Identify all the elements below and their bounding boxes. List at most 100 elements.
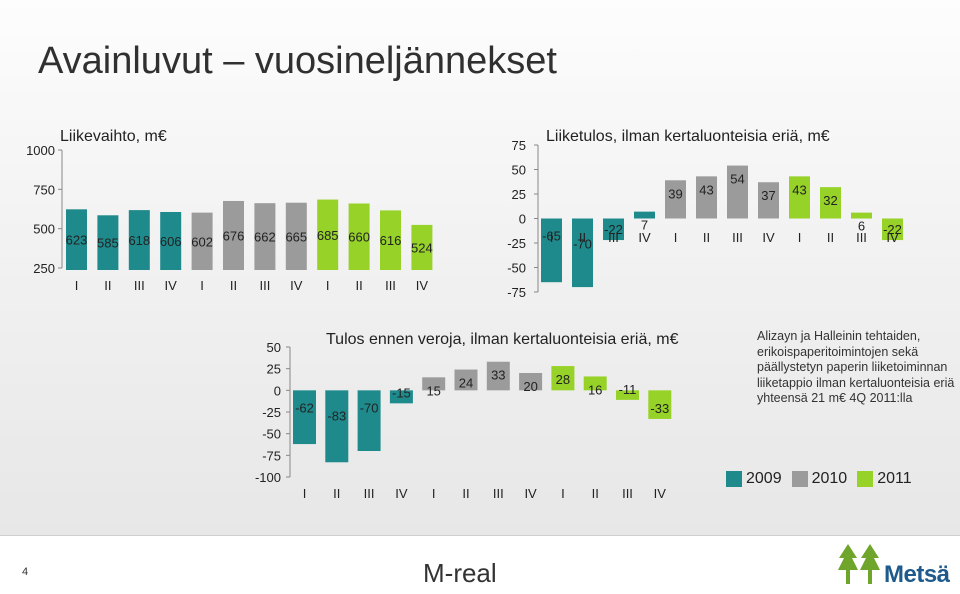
bar-value-label: -62	[295, 400, 314, 415]
x-category-label: I	[674, 230, 678, 245]
bar-value-label: -70	[360, 400, 379, 415]
bar	[254, 203, 276, 270]
bar-value-label: 6	[858, 219, 865, 234]
chart-profit-before-tax: Tulos ennen veroja, ilman kertaluonteisi…	[255, 331, 679, 501]
y-tick-label: 50	[267, 340, 281, 355]
bar-value-label: 15	[426, 383, 440, 398]
bar	[583, 376, 607, 391]
bar	[357, 390, 381, 451]
bar-value-label: 32	[823, 193, 837, 208]
x-category-label: II	[703, 230, 710, 245]
bar	[380, 210, 401, 270]
bar	[160, 211, 182, 270]
x-category-label: I	[432, 486, 436, 501]
x-category-label: II	[104, 278, 111, 293]
x-category-label: IV	[416, 278, 429, 293]
x-category-label: II	[333, 486, 340, 501]
bar	[634, 211, 655, 219]
bar-value-label: -65	[542, 229, 561, 244]
x-category-label: III	[493, 486, 504, 501]
bar	[882, 218, 903, 241]
x-category-label: II	[462, 486, 469, 501]
bar-value-label: -11	[619, 382, 637, 397]
footer-divider	[0, 535, 960, 536]
bar	[191, 212, 213, 270]
bar	[665, 180, 686, 219]
y-tick-label: -50	[262, 427, 281, 442]
footer-brand: M-real	[423, 558, 497, 588]
x-category-label: III	[608, 230, 619, 245]
x-category-label: IV	[290, 278, 303, 293]
y-tick-label: 0	[274, 383, 281, 398]
page-title: Avainluvut – vuosineljännekset	[38, 40, 557, 82]
bar-value-label: 20	[523, 379, 537, 394]
bar	[285, 202, 307, 270]
bar-value-label: 24	[459, 376, 473, 391]
chart-title: Liiketulos, ilman kertaluonteisia eriä, …	[546, 128, 830, 145]
legend-label-2010: 2010	[811, 470, 848, 487]
bar-value-label: 623	[66, 233, 88, 248]
x-category-label: II	[579, 230, 586, 245]
y-tick-label: -75	[507, 285, 526, 300]
bar	[603, 218, 624, 241]
x-category-label: IV	[762, 230, 775, 245]
x-category-label: I	[75, 278, 79, 293]
bar-value-label: 676	[223, 228, 245, 243]
bar	[648, 390, 672, 419]
bar-value-label: -15	[392, 385, 411, 400]
x-category-label: III	[385, 278, 396, 293]
page-number: 4	[22, 566, 29, 578]
y-tick-label: -25	[262, 405, 281, 420]
x-category-label: I	[200, 278, 204, 293]
bar-value-label: 662	[254, 230, 276, 245]
bar	[317, 199, 339, 270]
bar-value-label: 524	[411, 240, 433, 255]
bar	[727, 165, 748, 219]
x-category-label: IV	[524, 486, 537, 501]
bar-value-label: 54	[730, 172, 744, 187]
x-category-label: IV	[395, 486, 408, 501]
legend-label-2009: 2009	[746, 470, 782, 487]
bar-value-label: -22	[604, 222, 623, 237]
chart-revenue: Liikevaihto, m€2505007501000623I585II618…	[26, 128, 433, 293]
x-category-label: II	[592, 486, 599, 501]
bar-value-label: 37	[761, 188, 775, 203]
bar-value-label: -83	[327, 408, 346, 423]
y-tick-label: 25	[512, 187, 526, 202]
bar	[486, 361, 510, 391]
bar-value-label: 660	[348, 230, 370, 245]
x-category-label: I	[561, 486, 565, 501]
legend-swatch-2010	[791, 471, 808, 487]
x-category-label: IV	[165, 278, 178, 293]
bar-value-label: 602	[191, 234, 213, 249]
charts-canvas: Liikevaihto, m€2505007501000623I585II618…	[26, 128, 903, 501]
x-category-label: III	[259, 278, 270, 293]
bar	[128, 210, 150, 270]
x-category-label: IV	[654, 486, 667, 501]
bar-value-label: -33	[650, 401, 669, 416]
note-text: Alizayn ja Halleinin tehtaiden, erikoisp…	[757, 329, 955, 405]
bar	[519, 373, 543, 391]
bar-value-label: 616	[380, 233, 402, 248]
bar	[696, 176, 717, 219]
bar-value-label: -22	[883, 222, 902, 237]
bar	[411, 224, 433, 270]
bar-value-label: 16	[588, 382, 602, 397]
x-category-label: II	[230, 278, 237, 293]
bar-value-label: 7	[641, 218, 648, 233]
y-tick-label: 1000	[26, 143, 55, 158]
bar-value-label: 33	[491, 368, 505, 383]
y-tick-label: 250	[33, 261, 55, 276]
bar	[616, 390, 639, 400]
x-category-label: IV	[638, 230, 651, 245]
bar	[223, 200, 244, 270]
bar	[454, 369, 478, 391]
y-tick-label: -25	[507, 236, 526, 251]
bar	[348, 203, 370, 270]
y-tick-label: 75	[512, 138, 526, 153]
bar	[422, 377, 446, 391]
chart-title: Liikevaihto, m€	[60, 128, 167, 145]
y-tick-label: -75	[262, 448, 281, 463]
bar-value-label: 43	[699, 182, 713, 197]
chart-operating-result: Liiketulos, ilman kertaluonteisia eriä, …	[507, 128, 903, 300]
